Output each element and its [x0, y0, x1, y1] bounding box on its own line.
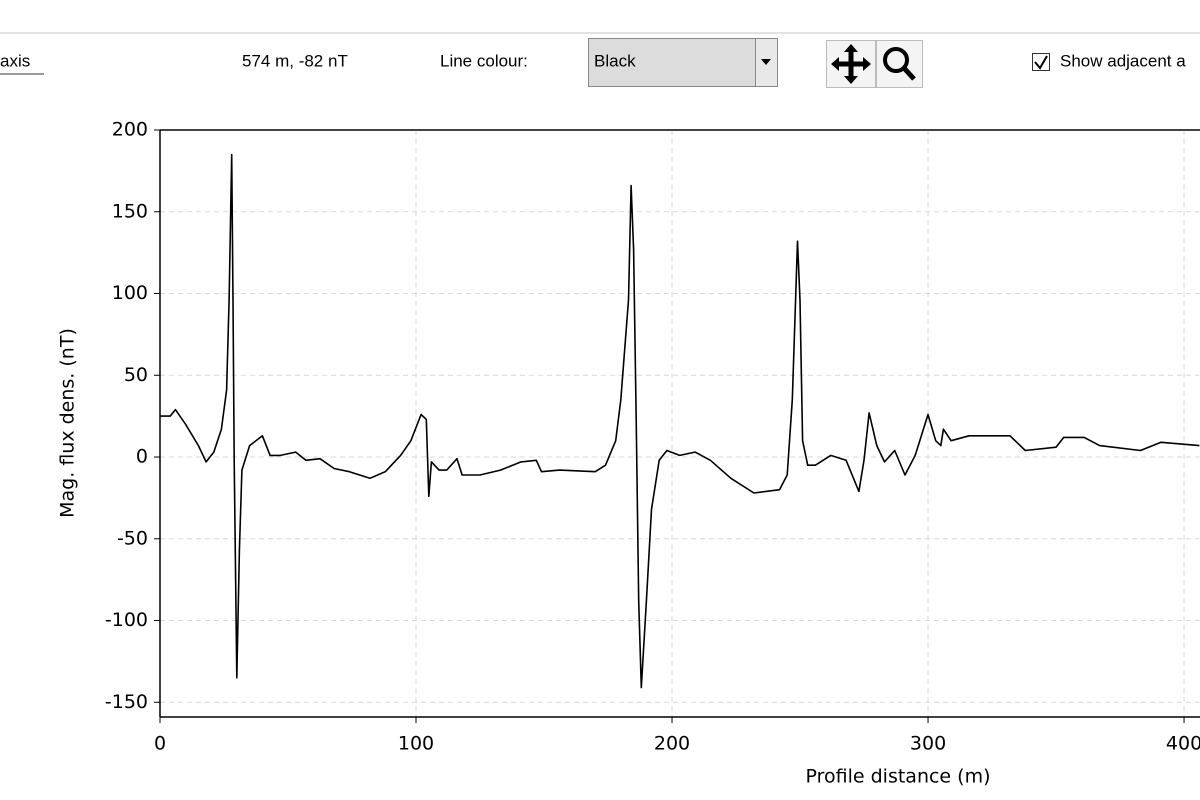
- pan-button[interactable]: [826, 40, 876, 88]
- x-tick-label: 200: [654, 733, 690, 755]
- y-axis-label: Mag. flux dens. (nT): [57, 328, 79, 518]
- x-tick-label: 300: [910, 733, 946, 755]
- x-tick-label: 0: [154, 733, 166, 755]
- zoom-icon-lens: [883, 47, 909, 73]
- y-tick-label: -100: [105, 609, 148, 631]
- x-axis-label: Profile distance (m): [806, 766, 991, 788]
- zoom-button[interactable]: [876, 40, 923, 88]
- pan-icon-heads: [831, 44, 871, 84]
- pan-icon: [834, 47, 868, 81]
- y-tick-label: -50: [117, 527, 148, 549]
- y-tick-label: 150: [112, 200, 148, 222]
- data-line: [160, 153, 1200, 689]
- zoom-icon-handle: [902, 66, 916, 81]
- y-tick-label: 50: [124, 364, 148, 386]
- x-tick-label: 400: [1166, 733, 1200, 755]
- line-colour-select[interactable]: Black: [588, 38, 778, 87]
- y-tick-label: -150: [105, 691, 148, 713]
- y-tick-label: 0: [136, 446, 148, 468]
- zoom-button-box[interactable]: [876, 40, 923, 88]
- line-colour-label: Line colour:: [440, 51, 528, 70]
- select-value: Black: [594, 51, 636, 70]
- checkbox-check: [1034, 55, 1048, 70]
- select-box[interactable]: [588, 38, 778, 87]
- y-tick-label: 100: [112, 282, 148, 304]
- select-arrow: [761, 59, 771, 65]
- y-tick-label: 200: [112, 119, 148, 141]
- x-tick-label: 100: [398, 733, 434, 755]
- show-adjacent-label[interactable]: Show adjacent a: [1060, 51, 1186, 70]
- axis-link[interactable]: axis: [0, 51, 30, 70]
- cursor-readout: 574 m, -82 nT: [242, 51, 348, 70]
